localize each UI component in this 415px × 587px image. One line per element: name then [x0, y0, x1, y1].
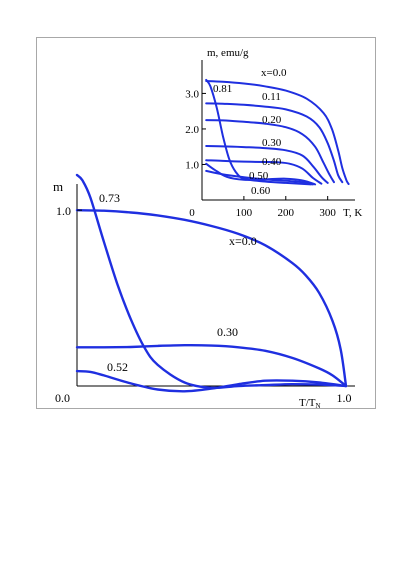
inset-x-tick-label-3: 300: [319, 207, 336, 219]
inset-x-tick-label-1: 100: [236, 207, 253, 219]
inset-annotation-4: 0.30: [262, 137, 282, 149]
series-line-0: [205, 80, 350, 185]
inset-y-tick-label-2: 3.0: [185, 88, 199, 100]
inset-annotation-6: 0.50: [249, 170, 269, 182]
main-y-tick-label-1: 1.0: [56, 204, 71, 218]
inset-annotation-5: 0.40: [262, 156, 282, 168]
series-line-3: [205, 145, 329, 184]
inset-x-tick-label-0: 0: [189, 207, 195, 219]
main-annotation-x0.0: x=0.0: [229, 234, 257, 248]
figure-frame: 1.0 0.0 1.0 m T/TN 0.73 x=0.0 0.30 0.52 1.0 2.0 3.…: [36, 37, 376, 410]
main-x-tick-label-0: 0.0: [55, 391, 70, 405]
main-annotation-0.73: 0.73: [99, 191, 120, 205]
series-line-2: [205, 119, 335, 184]
series-line-3: [75, 173, 348, 390]
series-line-2: [75, 369, 348, 393]
main-y-axis-label: m: [53, 179, 63, 194]
inset-annotation-3: 0.20: [262, 114, 282, 126]
inset-y-tick-label-0: 1.0: [185, 159, 199, 171]
inset-annotation-1: 0.81: [213, 83, 232, 95]
inset-plot: 1.0 2.0 3.0 0 100 200 300 m, emu/g T, K x=0.0 0.81…: [185, 47, 362, 219]
series-line-6: [205, 169, 314, 186]
series-line-1: [75, 343, 348, 388]
inset-x-axis-label: T, K: [343, 207, 362, 219]
inset-x-tick-label-2: 200: [278, 207, 295, 219]
series-line-1: [205, 102, 344, 184]
series-line-0: [75, 209, 348, 388]
series-line-7: [205, 78, 312, 186]
series-line-4: [205, 159, 323, 185]
inset-y-axis-label: m, emu/g: [207, 47, 249, 59]
inset-y-tick-label-1: 2.0: [185, 124, 199, 136]
figure-canvas: 1.0 0.0 1.0 m T/TN 0.73 x=0.0 0.30 0.52 1.0 2.0 3.…: [53, 47, 362, 410]
main-annotation-0.30: 0.30: [217, 325, 238, 339]
main-plot: 1.0 0.0 1.0 m T/TN 0.73 x=0.0 0.30 0.52: [53, 173, 355, 410]
main-x-tick-label-1: 1.0: [337, 391, 352, 405]
main-annotation-0.52: 0.52: [107, 360, 128, 374]
inset-annotation-0: x=0.0: [261, 67, 287, 79]
main-x-axis-label: T/TN: [299, 397, 321, 410]
inset-annotation-7: 0.60: [251, 185, 271, 197]
inset-annotation-2: 0.11: [262, 91, 281, 103]
